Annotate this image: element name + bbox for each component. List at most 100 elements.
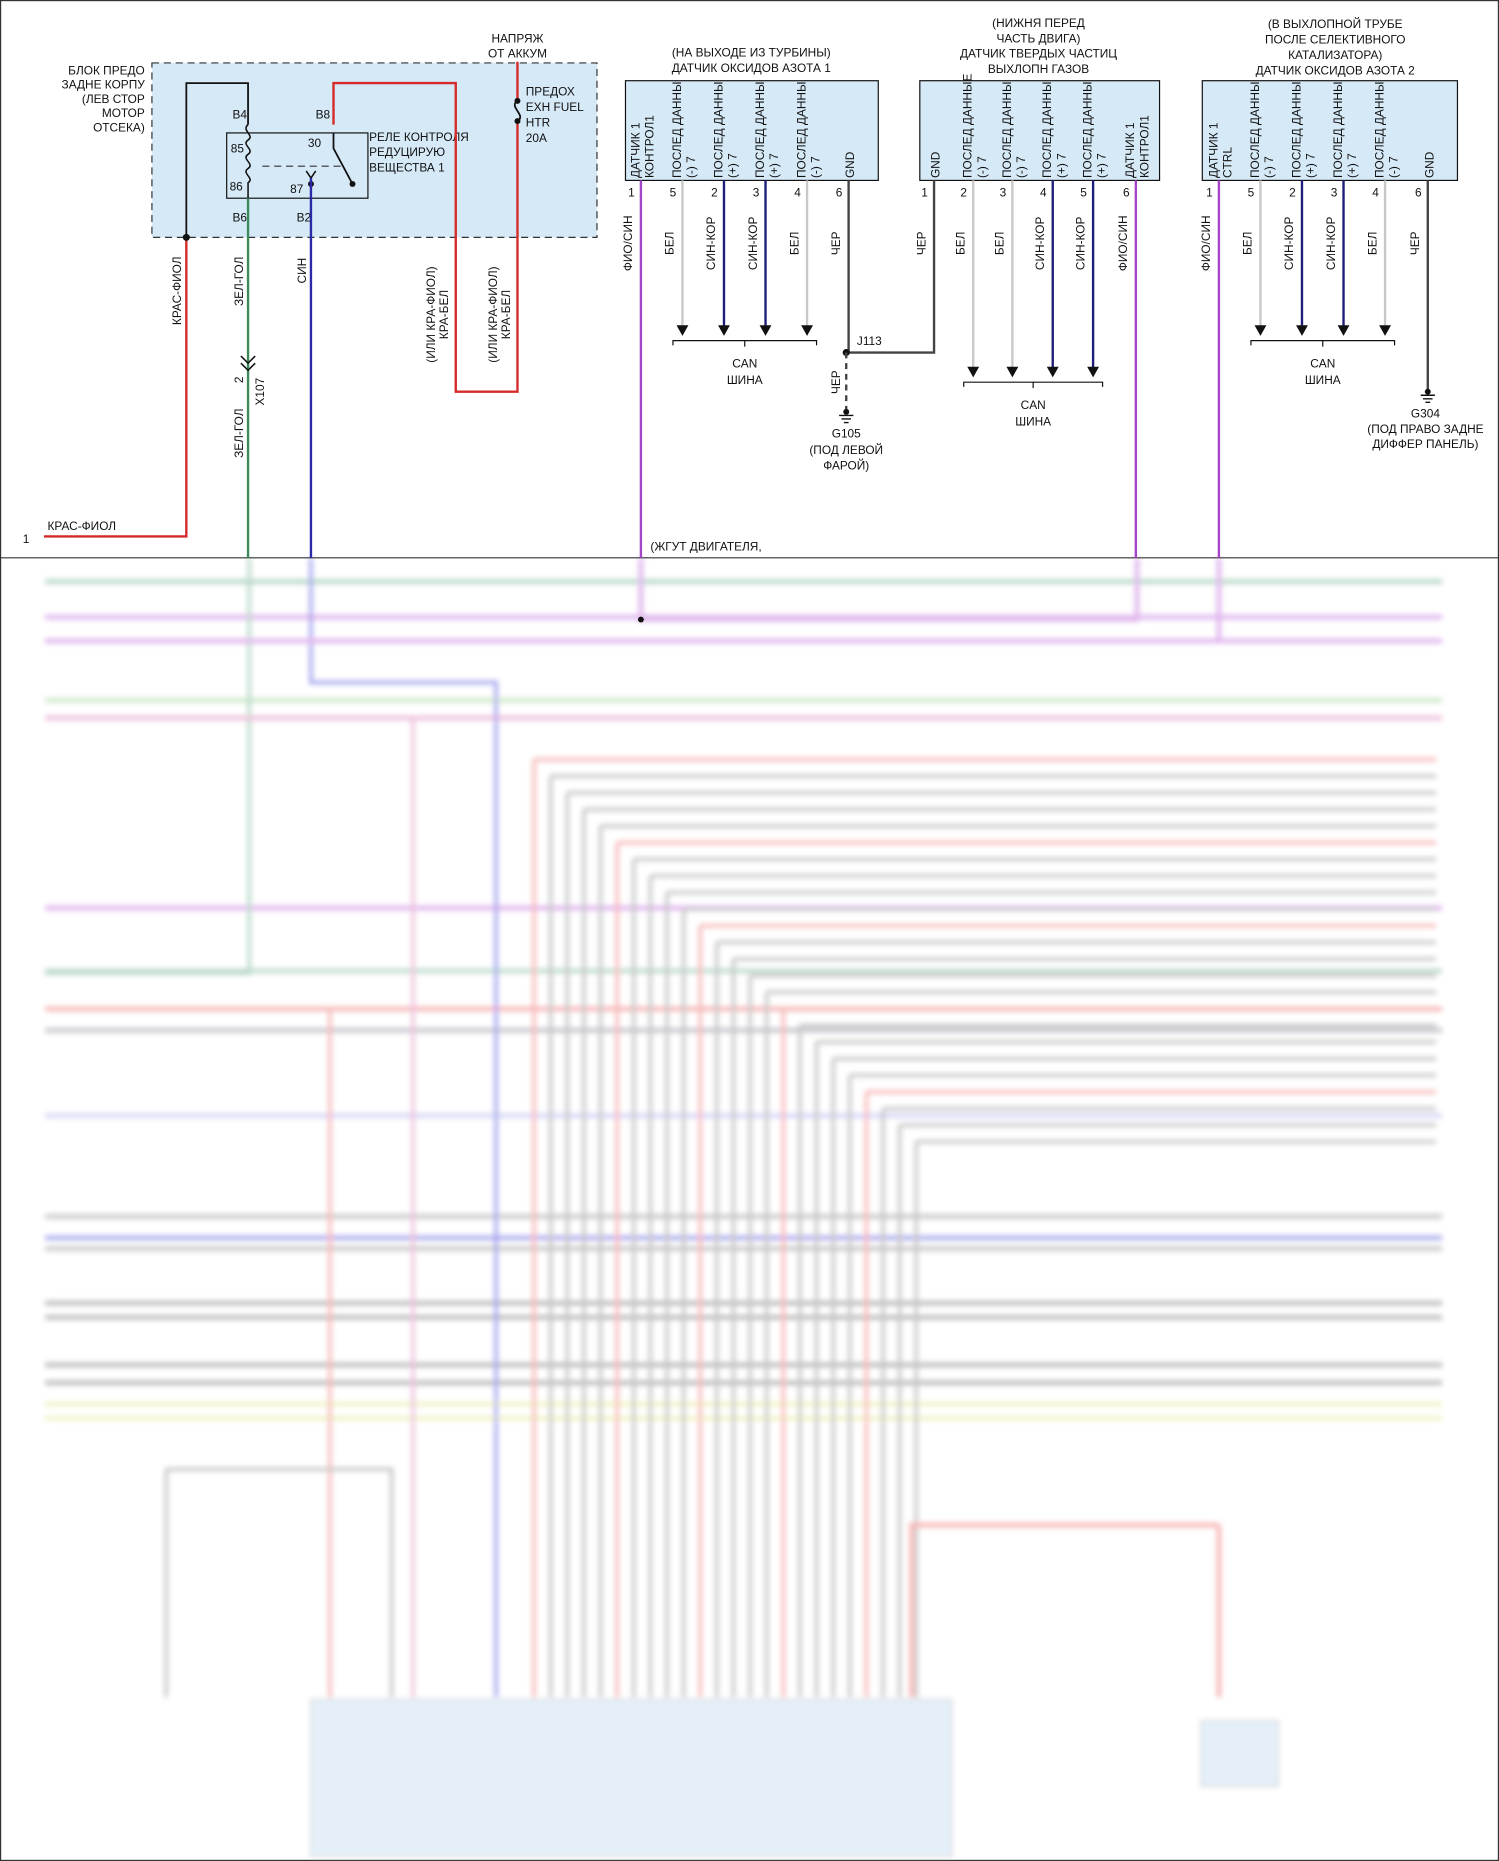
pin-number: 2 (1289, 186, 1296, 200)
blurred-wire (582, 807, 1437, 1698)
sensor-title: ЧАСТЬ ДВИГА) (996, 31, 1080, 45)
blurred-wire (864, 1090, 1437, 1698)
label: ПОСЛЕД ДАННЫ (1000, 82, 1014, 179)
label: ОТ АККУМ (488, 47, 547, 61)
label: (-) 7 (684, 156, 698, 178)
label: ДАТЧИК 1 (628, 122, 642, 178)
blurred-wire (698, 923, 1437, 1698)
label: 30 (308, 136, 322, 150)
arrow (1087, 366, 1100, 378)
label: (-) 7 (1014, 156, 1028, 178)
arrow (1296, 325, 1308, 336)
label: B8 (316, 107, 331, 121)
label: (-) 7 (975, 156, 989, 178)
wire-color: БЕЛ (1365, 232, 1379, 255)
label: X107 (253, 378, 267, 406)
label: РЕЛЕ КОНТРОЛЯ (369, 130, 469, 144)
arrow (305, 170, 317, 179)
wire-color: БЕЛ (953, 232, 967, 255)
label: (+) 7 (767, 153, 781, 178)
sensor-title: ДАТЧИК ОКСИДОВ АЗОТА 2 (1256, 63, 1415, 77)
pin-number: 3 (1000, 186, 1007, 200)
blurred-wire (532, 757, 1437, 1698)
wire-color: СИН-КОР (1033, 216, 1047, 270)
sensor-title: КАТАЛИЗАТОРА) (1288, 48, 1382, 62)
sensor-title: ДАТЧИК ОКСИДОВ АЗОТА 1 (672, 61, 832, 75)
label: B2 (297, 211, 312, 225)
blurred-module (310, 1698, 953, 1857)
pin-number: 5 (1248, 186, 1255, 200)
label: КОНТРОЛ1 (1137, 115, 1151, 178)
wire-color: СИН-КОР (704, 216, 718, 270)
ground (1420, 394, 1435, 404)
label: ПОСЛЕД ДАННЫ (1289, 82, 1303, 179)
coil (245, 124, 251, 199)
label: J113 (857, 334, 882, 348)
wire-color: ЧЕР (829, 231, 843, 255)
arrow (1046, 366, 1059, 378)
pin-number: 6 (1123, 186, 1130, 200)
blurred-wire (632, 857, 1437, 1698)
pin-number: 6 (836, 186, 843, 200)
blurred-wire (615, 840, 1437, 1698)
bus-label: ШИНА (1305, 373, 1341, 387)
sensor (624, 80, 879, 181)
label: ПРЕДОХ (526, 85, 575, 99)
blurred-sensor (1200, 1720, 1279, 1787)
label: ПОСЛЕД ДАННЫ (1248, 82, 1262, 179)
sensor-title: (НА ВЫХОДЕ ИЗ ТУРБИНЫ) (672, 46, 831, 60)
label: (+) 7 (1345, 153, 1359, 178)
label: КРА-БЕЛ (499, 290, 513, 339)
connector (240, 355, 256, 372)
blurred-wire (648, 874, 1437, 1698)
switch (332, 132, 354, 185)
junction (349, 181, 356, 187)
wire (185, 82, 249, 238)
arrow (967, 366, 980, 378)
label: ПОСЛЕД ДАННЫ (711, 82, 725, 179)
wire-color: ФИО/СИН (1199, 215, 1213, 271)
label: ВЕЩЕСТВА 1 (369, 161, 445, 175)
label: ПОСЛЕД ДАННЫ (1040, 82, 1054, 179)
arrow (1006, 366, 1019, 378)
wire-color: ФИО/СИН (1116, 215, 1130, 271)
sensor (1201, 80, 1459, 181)
blurred-wire (45, 557, 1222, 644)
label: (ИЛИ КРА-ФИОЛ) (424, 266, 438, 362)
label: ПОСЛЕД ДАННЫ (1372, 82, 1386, 179)
label: HTR (526, 116, 551, 130)
bus-brace (1250, 340, 1396, 347)
blurred-wire (638, 557, 1140, 622)
junction (182, 233, 190, 241)
junction (637, 616, 644, 623)
junction (514, 97, 521, 104)
wire-color: СИН-КОР (1073, 216, 1087, 270)
label: GND (929, 152, 943, 178)
bus-label: CAN (1310, 357, 1335, 371)
sensor-title: ДАТЧИК ТВЕРДЫХ ЧАСТИЦ (960, 47, 1117, 61)
label: 87 (290, 182, 303, 196)
blurred-wire (909, 1522, 1222, 1698)
pin-number: 2 (960, 186, 967, 200)
label: (+) 7 (726, 153, 740, 178)
blurred-wire (831, 1056, 1437, 1698)
label: GND (843, 152, 857, 178)
bus-label: CAN (1021, 398, 1046, 412)
label: G304 (1411, 406, 1440, 420)
blurred-wire (164, 1467, 394, 1698)
pin-number: 4 (1372, 186, 1379, 200)
pin-number: 6 (1415, 186, 1422, 200)
sensor (919, 80, 1161, 181)
wire-color: СИН-КОР (1324, 216, 1338, 270)
label: 20A (526, 131, 547, 145)
label: ДАТЧИК 1 (1206, 122, 1220, 178)
arrow (718, 325, 730, 336)
wire-color: СИН-КОР (1282, 216, 1296, 270)
blurred-wire (881, 1106, 1437, 1698)
label: (ПОД ЛЕВОЙ (809, 442, 883, 457)
label: ПОСЛЕД ДАННЫ (1080, 82, 1094, 179)
wire-color: БЕЛ (663, 232, 677, 255)
label: 2 (232, 376, 246, 383)
blurred-wire (598, 824, 1437, 1698)
